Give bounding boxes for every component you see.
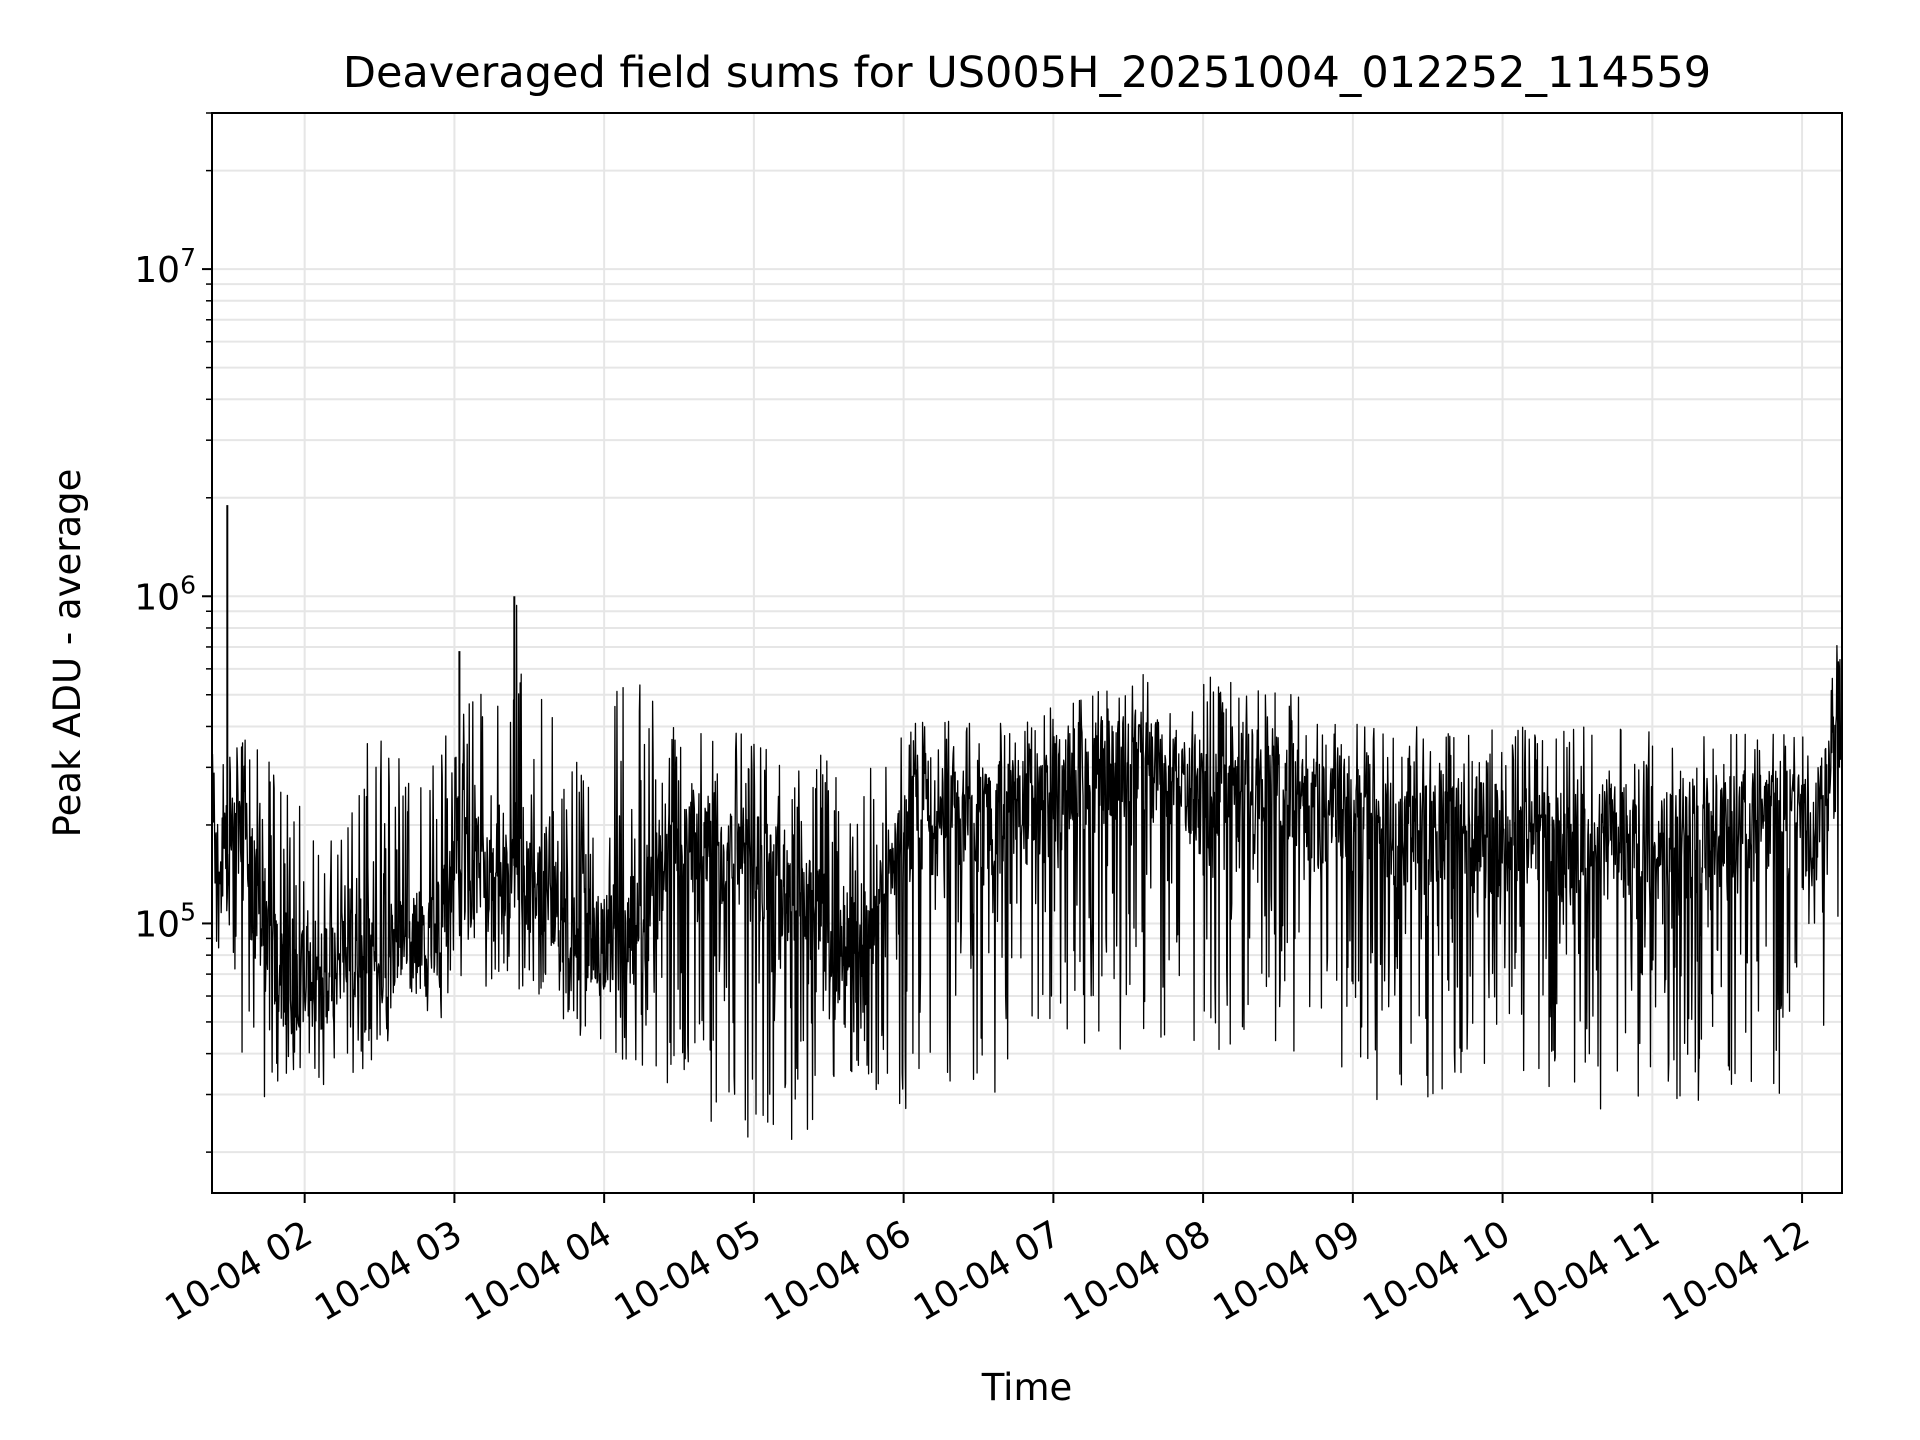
x-tick-label: 10-04 12 — [1656, 1213, 1817, 1329]
x-axis-label: Time — [981, 1366, 1073, 1409]
series-lines — [211, 505, 1843, 1141]
y-axis-label: Peak ADU - average — [46, 469, 89, 838]
y-tick-label: 106 — [134, 570, 196, 618]
x-tick-label: 10-04 11 — [1506, 1213, 1667, 1329]
plot-frame — [211, 112, 1843, 1194]
x-tick-label: 10-04 10 — [1356, 1213, 1517, 1329]
series-line — [211, 604, 1843, 1141]
y-tick-label: 105 — [134, 897, 196, 945]
x-tick-label: 10-04 09 — [1207, 1213, 1368, 1329]
y-tick-base: 10 — [134, 250, 180, 291]
x-tick-label: 10-04 07 — [907, 1213, 1068, 1329]
x-tick-label: 10-04 05 — [608, 1213, 769, 1329]
chart-title: Deaveraged field sums for US005H_2025100… — [343, 48, 1711, 98]
x-tick-label: 10-04 03 — [308, 1213, 469, 1329]
x-tick-label: 10-04 04 — [458, 1213, 619, 1329]
y-tick-exponent: 5 — [180, 897, 196, 926]
y-tick-base: 10 — [134, 904, 180, 945]
x-tick-label: 10-04 06 — [757, 1213, 918, 1329]
x-tick-label: 10-04 02 — [158, 1213, 319, 1329]
y-tick-base: 10 — [134, 577, 180, 618]
y-tick-exponent: 6 — [180, 570, 196, 599]
y-tick-exponent: 7 — [180, 243, 196, 272]
minor-gridlines — [212, 112, 1842, 1154]
x-tick-label: 10-04 08 — [1057, 1213, 1218, 1329]
major-gridlines — [212, 113, 1842, 1193]
y-tick-label: 107 — [134, 243, 196, 291]
